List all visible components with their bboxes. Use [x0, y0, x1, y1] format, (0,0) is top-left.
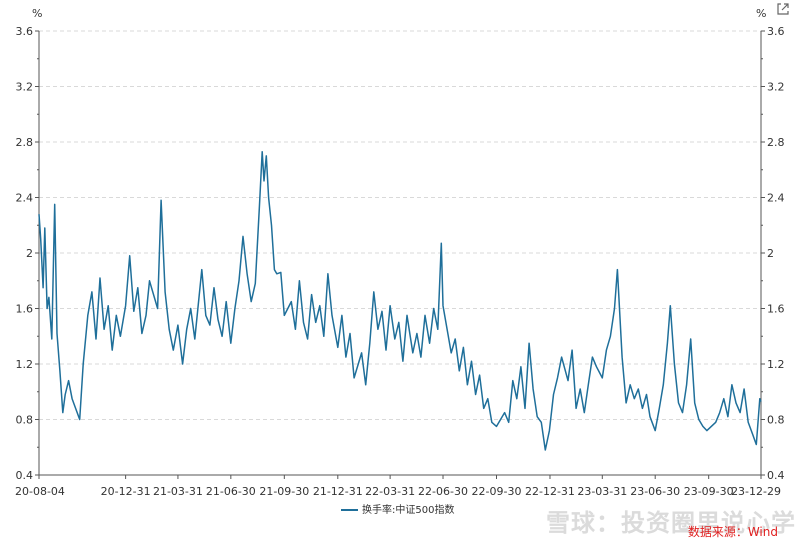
x-tick-label: 23-03-31	[577, 485, 627, 498]
external-link-icon[interactable]	[775, 1, 791, 17]
y-tick-label-right: 2	[767, 247, 774, 260]
y-tick-label-right: 2.4	[767, 192, 785, 205]
x-tick-label: 22-12-31	[525, 485, 575, 498]
x-tick-label: 22-09-30	[472, 485, 522, 498]
y-tick-label-right: 0.8	[767, 414, 785, 427]
y-tick-label-left: 1.2	[16, 358, 34, 371]
series-layer	[38, 150, 762, 451]
y-tick-label-left: 2.4	[16, 192, 34, 205]
x-tick-label: 23-09-30	[684, 485, 734, 498]
y-tick-label-right: 3.6	[767, 25, 785, 38]
y-tick-label-right: 2.8	[767, 136, 785, 149]
gridlines	[39, 30, 761, 420]
x-tick-label: 21-03-31	[153, 485, 203, 498]
x-tick-label: 22-03-31	[365, 485, 415, 498]
data-source-note: 数据来源：Wind	[687, 525, 778, 539]
x-tick-label: 23-06-30	[630, 485, 680, 498]
y-axis-unit-left: %	[32, 7, 42, 20]
series-line	[38, 150, 762, 451]
y-axis-unit-right: %	[756, 7, 766, 20]
x-tick-label: 21-09-30	[259, 485, 309, 498]
x-tick-label: 21-12-31	[313, 485, 363, 498]
y-tick-label-left: 0.4	[16, 469, 34, 482]
y-tick-label-left: 2	[26, 247, 33, 260]
y-tick-label-left: 2.8	[16, 136, 34, 149]
x-tick-label: 21-06-30	[206, 485, 256, 498]
legend-label: 换手率:中证500指数	[362, 503, 454, 516]
y-tick-label-left: 3.6	[16, 25, 34, 38]
y-tick-label-right: 0.4	[767, 469, 785, 482]
y-tick-label-left: 0.8	[16, 414, 34, 427]
axes: 0.4 0.4 0.8 0.8 1.2 1.2 1.6 1.6 2 2 2.4 2.4 2.8 2.8 3.…	[15, 25, 785, 498]
x-tick-label: 22-06-30	[418, 485, 468, 498]
x-tick-label: 23-12-29	[731, 485, 781, 498]
y-tick-label-right: 1.2	[767, 358, 785, 371]
watermark: 雪球：投资圈里说心学	[546, 509, 796, 537]
x-tick-label: 20-12-31	[101, 485, 151, 498]
y-tick-label-right: 1.6	[767, 303, 785, 316]
y-tick-label-right: 3.2	[767, 81, 785, 94]
y-tick-label-left: 3.2	[16, 81, 34, 94]
legend[interactable]: 换手率:中证500指数	[341, 503, 454, 516]
x-tick-label: 20-08-04	[15, 485, 65, 498]
y-tick-label-left: 1.6	[16, 303, 34, 316]
